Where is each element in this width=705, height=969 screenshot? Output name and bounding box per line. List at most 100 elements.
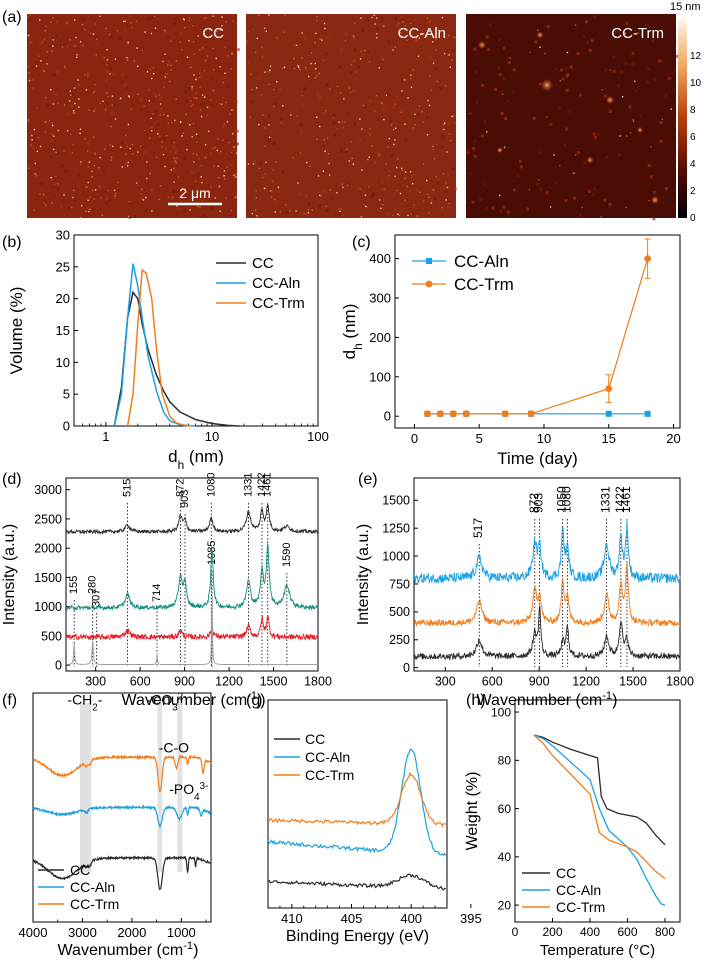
- panel-label-a: (a): [2, 9, 22, 26]
- afm-speckle: [226, 166, 228, 168]
- ftir-spectrum-cc-aln: [32, 804, 212, 829]
- afm-speckle: [88, 161, 91, 163]
- afm-texture: [90, 175, 93, 179]
- ftir-spectrum-cc-trm: [32, 754, 212, 793]
- afm-texture: [446, 205, 450, 209]
- afm-texture: [578, 93, 582, 97]
- afm-texture: [494, 88, 498, 91]
- afm-texture: [52, 73, 56, 77]
- afm-speckle: [421, 111, 423, 113]
- afm-texture: [480, 84, 484, 87]
- afm-speckle: [228, 141, 230, 144]
- afm-speckle: [219, 66, 221, 68]
- y-tick-label: 60: [498, 802, 512, 816]
- y-axis-label: Intensity (a.u.): [355, 524, 372, 625]
- afm-texture: [299, 193, 303, 196]
- afm-texture: [285, 211, 289, 215]
- afm-speckle: [418, 37, 420, 39]
- afm-speckle: [74, 102, 76, 105]
- afm-texture: [415, 188, 419, 192]
- afm-speckle: [48, 120, 51, 122]
- x-axis-label: Wavenumber (cm-1): [122, 690, 263, 709]
- afm-speckle: [328, 174, 331, 176]
- afm-speckle: [87, 199, 89, 201]
- afm-speckle: [57, 130, 59, 132]
- afm-speckle: [162, 153, 165, 156]
- afm-speckle: [63, 104, 66, 106]
- afm-speckle: [191, 136, 193, 138]
- afm-speckle: [256, 215, 258, 217]
- afm-speckle: [229, 113, 231, 115]
- afm-speckle: [66, 22, 68, 25]
- y-tick-label: 25: [56, 259, 70, 274]
- afm-speckle: [233, 146, 235, 148]
- afm-speckle: [95, 54, 97, 56]
- spectrum: [413, 562, 681, 628]
- afm-speckle: [79, 128, 82, 130]
- afm-texture: [173, 17, 177, 21]
- afm-texture: [536, 182, 540, 186]
- panel-label-b: (b): [2, 234, 22, 251]
- x-tick-label: 100: [307, 429, 329, 444]
- afm-texture: [194, 91, 198, 95]
- afm-texture: [221, 124, 225, 128]
- afm-texture: [594, 135, 598, 139]
- afm-speckle: [174, 160, 176, 162]
- afm-speckle: [81, 24, 84, 26]
- afm-speckle: [394, 175, 396, 177]
- afm-texture: [393, 207, 397, 211]
- afm-speckle: [201, 181, 203, 184]
- legend-label: CC: [252, 255, 274, 272]
- afm-speckle: [223, 178, 226, 180]
- peak-label: 155: [68, 576, 80, 594]
- afm-speckle: [43, 202, 45, 204]
- afm-speckle: [141, 49, 144, 51]
- afm-speckle: [390, 124, 392, 126]
- y-tick-label: 0: [55, 659, 62, 673]
- afm-texture: [352, 89, 356, 93]
- afm-particle: [478, 41, 486, 49]
- afm-texture: [105, 201, 109, 205]
- afm-texture: [400, 14, 404, 18]
- afm-speckle: [32, 79, 34, 81]
- peak-label: 872: [527, 493, 541, 513]
- afm-speckle: [152, 73, 155, 75]
- afm-speckle: [222, 81, 224, 84]
- afm-speckle: [151, 189, 153, 191]
- afm-texture: [257, 76, 261, 80]
- x-tick-label: 600: [482, 675, 503, 689]
- afm-speckle: [79, 132, 81, 135]
- afm-texture: [202, 102, 206, 106]
- afm-speckle: [429, 75, 431, 77]
- x-tick-label: 800: [655, 925, 675, 939]
- afm-speckle: [126, 59, 129, 62]
- afm-speckle: [392, 49, 394, 51]
- afm-texture: [427, 20, 431, 24]
- afm-texture: [453, 187, 457, 191]
- afm-texture: [447, 35, 451, 39]
- afm-speckle: [236, 169, 238, 172]
- afm-texture: [77, 173, 81, 177]
- afm-texture: [143, 150, 147, 154]
- data-point: [644, 410, 651, 417]
- afm-texture: [60, 164, 64, 168]
- afm-speckle: [328, 162, 330, 165]
- band-annotation: -C-O: [159, 740, 189, 756]
- afm-speckle: [39, 193, 41, 195]
- afm-texture: [483, 183, 487, 187]
- afm-texture: [439, 86, 443, 90]
- afm-speckle: [537, 29, 539, 32]
- afm-speckle: [225, 101, 227, 104]
- afm-texture: [183, 208, 187, 212]
- afm-speckle: [383, 118, 385, 121]
- afm-speckle: [394, 127, 397, 129]
- afm-texture: [59, 204, 63, 208]
- afm-speckle: [499, 194, 501, 197]
- afm-texture: [474, 70, 478, 74]
- afm-speckle: [279, 211, 282, 213]
- afm-speckle: [125, 134, 127, 137]
- afm-texture: [412, 211, 416, 215]
- afm-texture: [565, 74, 569, 78]
- afm-texture: [546, 25, 550, 28]
- afm-speckle: [111, 95, 114, 97]
